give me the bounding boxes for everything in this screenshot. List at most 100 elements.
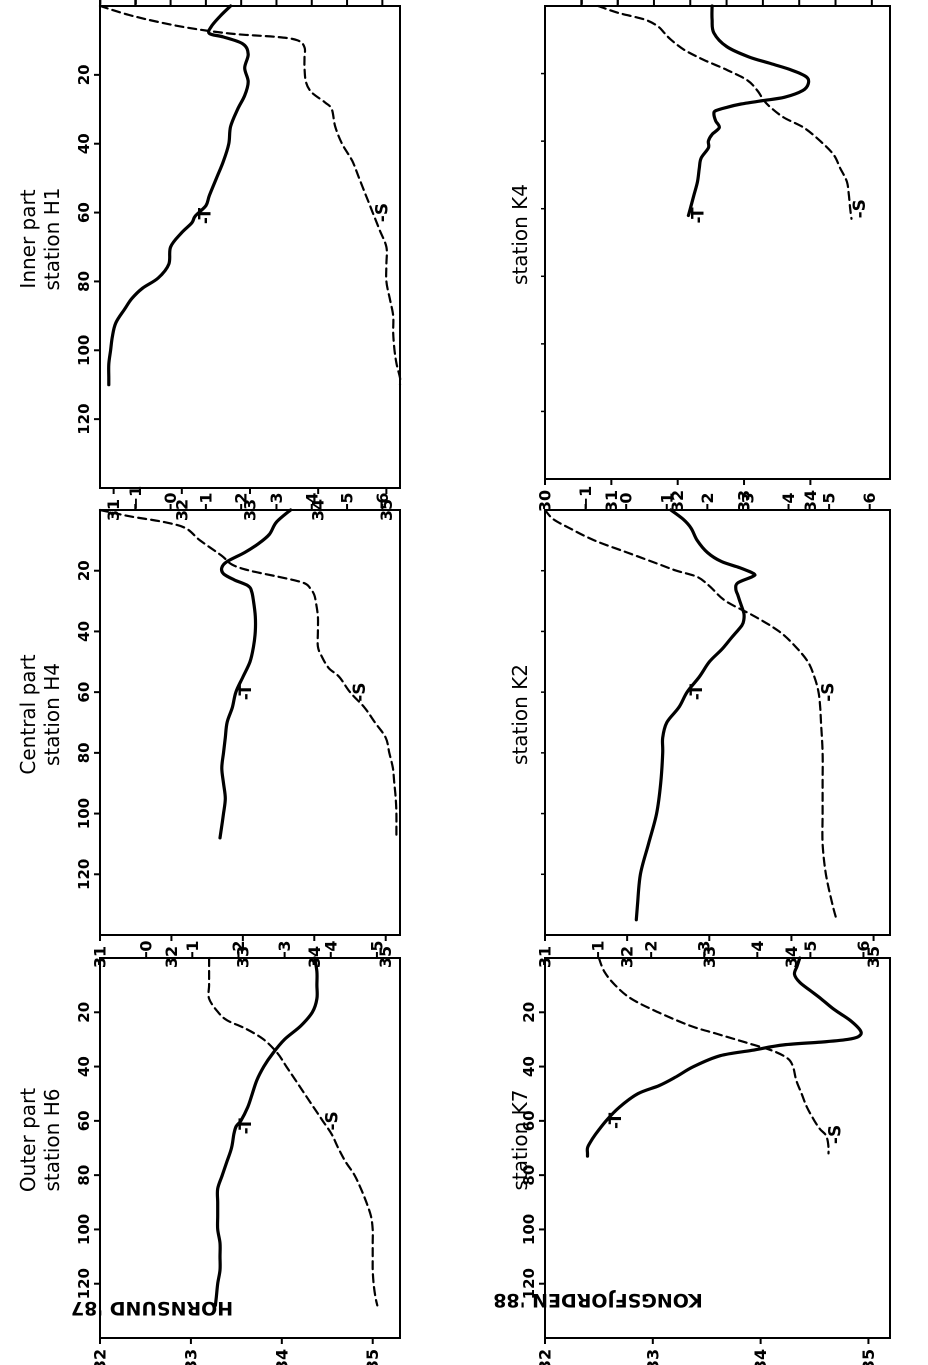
depth-tick-label: 100 [75, 1214, 93, 1245]
plot-frame [544, 957, 891, 1339]
series-label-S: -S [825, 1125, 845, 1144]
salinity-tick-label: 33 [181, 1349, 200, 1365]
series-line-S [597, 4, 853, 220]
depth-tick-label: 40 [75, 1056, 93, 1077]
series-line-T [686, 4, 811, 218]
temp-tick-label: 6 [860, 492, 879, 503]
panels: −2−10123456313233343520406080100120-T-SI… [16, 0, 891, 1365]
temp-tick-label: −1 [576, 486, 595, 511]
temp-tick-label: 6 [854, 940, 873, 951]
temp-tick-label: −2 [91, 0, 110, 6]
depth-tick-label: 20 [75, 560, 93, 581]
depth-tick-label: 100 [75, 335, 93, 366]
series-label-S: -S [819, 682, 839, 701]
panel-5: 1 2 3 4 5 632 33 34 3520406080100120-T-Sstation … [508, 940, 891, 1365]
depth-tick-label: 60 [75, 202, 93, 223]
depth-tick-label: 120 [520, 1268, 538, 1299]
series-label-S: -S [350, 682, 370, 701]
temp-tick-label: 2 [232, 492, 251, 503]
plot-frame [99, 509, 401, 936]
temp-tick-label: 3 [275, 940, 294, 951]
panel-title-line: station K2 [508, 664, 532, 765]
salinity-tick-label: 35 [859, 1349, 878, 1365]
temp-tick-label: 0 [137, 940, 156, 951]
series-line-S [207, 956, 379, 1307]
series-label-T: -T [606, 1112, 626, 1129]
depth-tick-label: 80 [75, 742, 93, 763]
series-label-T: -T [236, 1118, 256, 1135]
series-label-T: -T [236, 684, 256, 701]
series-line-S [98, 4, 402, 386]
temp-tick-label: 3 [695, 940, 714, 951]
temp-tick-label: 0 [161, 492, 180, 503]
salinity-tick-label: 32 [91, 1349, 110, 1365]
temp-tick-label: 4 [779, 492, 798, 503]
temp-tick-label: 5 [801, 940, 820, 951]
temp-tick-label: 1 [657, 492, 676, 503]
plot-frame [544, 509, 891, 936]
series-line-T [107, 4, 250, 387]
plot-frame [99, 957, 401, 1339]
depth-tick-label: 60 [520, 1110, 538, 1131]
depth-tick-label: 120 [75, 403, 93, 434]
salinity-tick-label: 35 [363, 1349, 382, 1365]
series-line-S [597, 956, 830, 1155]
series-line-T [213, 956, 319, 1307]
temp-tick-label: 4 [302, 492, 321, 503]
temp-tick-label: 2 [642, 940, 661, 951]
temp-tick-label: 6 [373, 492, 392, 503]
panel-title-line: station H4 [40, 663, 64, 766]
group-label: KONGSFJORDEN '88 [493, 1289, 703, 1311]
depth-tick-label: 80 [75, 271, 93, 292]
panel-title-line: station K4 [508, 184, 532, 285]
series-label-T: -T [688, 207, 708, 224]
panel-title-line: station H6 [40, 1089, 64, 1192]
temp-tick-label: −1 [126, 0, 145, 6]
panel-title-line: station K7 [508, 1089, 532, 1190]
salinity-tick-label: 30 [536, 490, 555, 512]
temp-tick-label: 4 [321, 940, 340, 951]
temp-tick-label: 1 [196, 492, 215, 503]
salinity-tick-label: 31 [602, 490, 621, 512]
plot-frame [99, 5, 401, 489]
temp-tick-label: 5 [367, 940, 386, 951]
panel-0: −2−10123456313233343520406080100120-T-SI… [16, 0, 402, 521]
salinity-tick-label: 33 [643, 1349, 662, 1365]
panel-title-line: station H1 [40, 188, 64, 291]
depth-tick-label: 60 [75, 682, 93, 703]
temp-tick-label: 2 [229, 940, 248, 951]
panel-title-line: Outer part [16, 1088, 40, 1192]
salinity-tick-label: 34 [801, 490, 820, 512]
panel-title-line: Inner part [16, 189, 40, 288]
salinity-tick-label: 32 [536, 1349, 555, 1365]
series-line-S [98, 508, 398, 839]
temp-tick-label: 1 [589, 940, 608, 951]
depth-tick-label: 20 [75, 64, 93, 85]
salinity-tick-label: 34 [272, 1349, 291, 1365]
temp-tick-label: 1 [183, 940, 202, 951]
depth-tick-label: 40 [75, 621, 93, 642]
series-label-T: -T [687, 684, 707, 701]
depth-tick-label: 40 [75, 133, 93, 154]
depth-tick-label: 100 [520, 1214, 538, 1245]
depth-tick-label: 40 [520, 1056, 538, 1077]
depth-tick-label: 60 [75, 1110, 93, 1131]
temp-tick-label: 5 [820, 492, 839, 503]
depth-tick-label: 80 [520, 1165, 538, 1186]
series-label-S: -S [373, 203, 393, 222]
series-line-T [218, 508, 293, 840]
temp-tick-label: −2 [572, 0, 591, 6]
temp-tick-label: 4 [748, 940, 767, 951]
temp-tick-label: −1 [126, 486, 145, 511]
depth-tick-label: 100 [75, 798, 93, 829]
depth-tick-label: 20 [520, 1002, 538, 1023]
temp-tick-label: 3 [267, 492, 286, 503]
series-line-T [634, 508, 757, 922]
salinity-tick-label: 34 [751, 1349, 770, 1365]
temp-tick-label: 3 [738, 492, 757, 503]
depth-tick-label: 80 [75, 1165, 93, 1186]
